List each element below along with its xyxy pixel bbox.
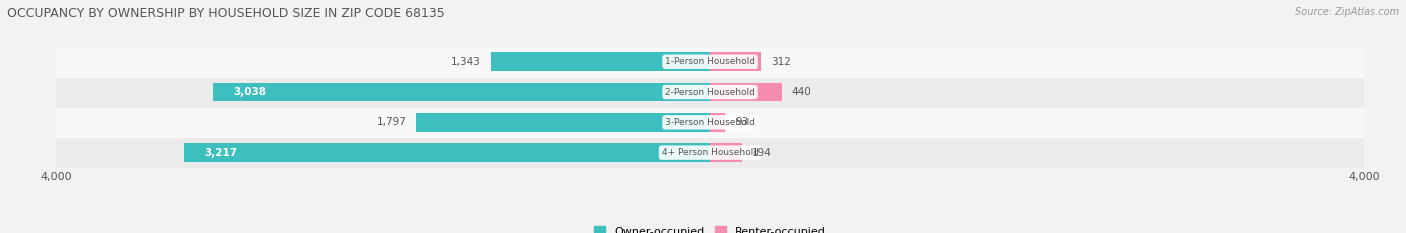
Text: OCCUPANCY BY OWNERSHIP BY HOUSEHOLD SIZE IN ZIP CODE 68135: OCCUPANCY BY OWNERSHIP BY HOUSEHOLD SIZE… [7, 7, 444, 20]
Text: 1,343: 1,343 [451, 57, 481, 67]
Text: 194: 194 [752, 148, 772, 158]
Bar [56, 137, 1364, 168]
Text: 93: 93 [735, 117, 748, 127]
Bar [56, 77, 1364, 107]
Bar [56, 107, 1364, 137]
Text: 4+ Person Household: 4+ Person Household [662, 148, 758, 157]
Bar [416, 113, 710, 132]
Bar [710, 52, 761, 71]
Text: Source: ZipAtlas.com: Source: ZipAtlas.com [1295, 7, 1399, 17]
Bar [710, 143, 742, 162]
Text: 3-Person Household: 3-Person Household [665, 118, 755, 127]
Text: 1,797: 1,797 [377, 117, 406, 127]
Text: 3,038: 3,038 [233, 87, 266, 97]
Text: 440: 440 [792, 87, 811, 97]
Legend: Owner-occupied, Renter-occupied: Owner-occupied, Renter-occupied [589, 222, 831, 233]
Text: 2-Person Household: 2-Person Household [665, 88, 755, 96]
Bar [56, 47, 1364, 77]
Bar [710, 113, 725, 132]
Bar [491, 52, 710, 71]
Bar [184, 143, 710, 162]
Text: 3,217: 3,217 [204, 148, 238, 158]
Bar [710, 83, 782, 101]
Text: 1-Person Household: 1-Person Household [665, 57, 755, 66]
Bar [214, 83, 710, 101]
Text: 312: 312 [770, 57, 790, 67]
